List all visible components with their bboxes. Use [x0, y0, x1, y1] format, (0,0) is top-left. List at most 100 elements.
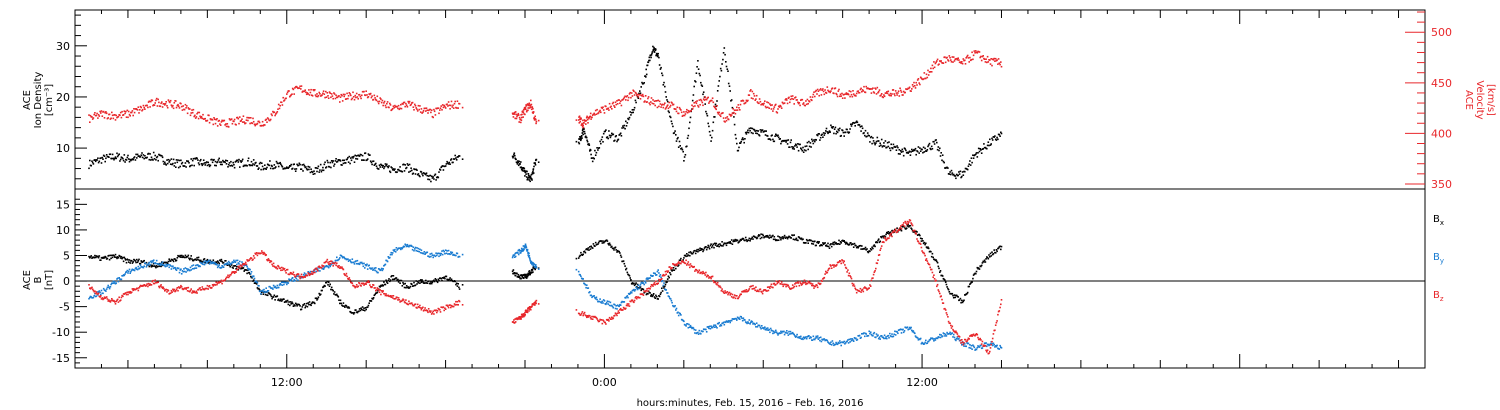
bx-point [980, 264, 983, 267]
by-point [638, 287, 640, 290]
density-point [981, 148, 984, 150]
bx-point [119, 255, 121, 257]
bx-point [814, 240, 816, 243]
bx-point [291, 302, 294, 305]
bz-point [172, 290, 175, 292]
bz-point [216, 282, 219, 284]
bz-point [227, 276, 230, 279]
bx-point [944, 281, 947, 283]
density-point [598, 147, 601, 149]
density-point [888, 141, 890, 143]
bx-point [125, 259, 127, 261]
velocity-point [864, 91, 867, 94]
density-point [844, 131, 847, 134]
velocity-point [430, 111, 432, 114]
density-point [648, 56, 651, 59]
density-point [881, 146, 884, 148]
by-point [387, 256, 390, 258]
bx-point [186, 256, 189, 258]
bx-point [529, 273, 531, 276]
velocity-point [777, 108, 779, 110]
density-point [152, 159, 154, 161]
bx-point [908, 226, 910, 228]
bx-point [773, 236, 776, 238]
velocity-point [315, 95, 317, 98]
velocity-point [575, 119, 578, 121]
density-point [725, 65, 728, 68]
velocity-point [328, 91, 331, 93]
velocity-point [702, 104, 704, 107]
velocity-point [172, 107, 175, 110]
density-point [109, 153, 112, 155]
by-point [437, 252, 440, 255]
density-point [861, 127, 864, 130]
bx-point [969, 283, 971, 285]
density-point [805, 145, 808, 147]
by-point [429, 253, 431, 255]
by-point [749, 323, 751, 325]
density-point [414, 168, 416, 171]
bx-point [889, 231, 892, 233]
by-point [611, 305, 614, 308]
bx-point [963, 299, 965, 302]
density-point [997, 138, 999, 141]
density-point [577, 141, 580, 144]
by-point [666, 292, 669, 294]
velocity-point [836, 95, 839, 98]
by-point [967, 342, 970, 345]
velocity-point [592, 113, 595, 116]
density-point [789, 141, 792, 144]
bx-point [301, 306, 304, 308]
density-point [897, 153, 900, 155]
bz-point [105, 296, 108, 298]
velocity-point [197, 117, 200, 120]
density-point [88, 167, 90, 170]
bx-point [288, 301, 290, 303]
density-point [693, 85, 695, 88]
by-point [812, 335, 815, 338]
bx-point [658, 295, 661, 298]
density-point [766, 135, 769, 137]
density-point [689, 121, 691, 124]
density-point [733, 116, 735, 118]
density-point [797, 143, 799, 145]
bz-point [109, 301, 112, 303]
velocity-point [684, 113, 687, 115]
density-point [792, 146, 795, 148]
velocity-point [840, 95, 842, 97]
density-point [729, 90, 731, 92]
velocity-point [747, 99, 749, 102]
velocity-point [693, 102, 695, 104]
velocity-point [633, 90, 635, 92]
velocity-point [374, 97, 376, 99]
by-point [175, 269, 178, 271]
velocity-point [138, 112, 140, 114]
velocity-point [241, 121, 244, 123]
density-point [206, 164, 209, 167]
velocity-point [902, 94, 904, 96]
by-point [202, 263, 204, 266]
bx-point [894, 229, 897, 232]
velocity-point [971, 51, 973, 54]
by-point [760, 327, 762, 330]
by-point [787, 334, 790, 336]
by-point [987, 343, 990, 346]
density-point [709, 134, 712, 137]
velocity-point [348, 92, 351, 94]
velocity-series [88, 50, 1003, 129]
bx-point [597, 243, 599, 245]
velocity-point [792, 98, 795, 100]
bx-point [972, 277, 974, 280]
velocity-point [286, 93, 288, 95]
velocity-point [452, 104, 454, 107]
density-point [755, 132, 757, 134]
density-point [583, 128, 585, 130]
by-point [236, 263, 238, 266]
bz-point [241, 265, 243, 268]
bx-point [402, 283, 405, 285]
density-point [858, 124, 861, 126]
by-point [105, 290, 107, 292]
density-point [203, 162, 206, 164]
velocity-point [878, 89, 881, 91]
density-point [141, 156, 144, 159]
